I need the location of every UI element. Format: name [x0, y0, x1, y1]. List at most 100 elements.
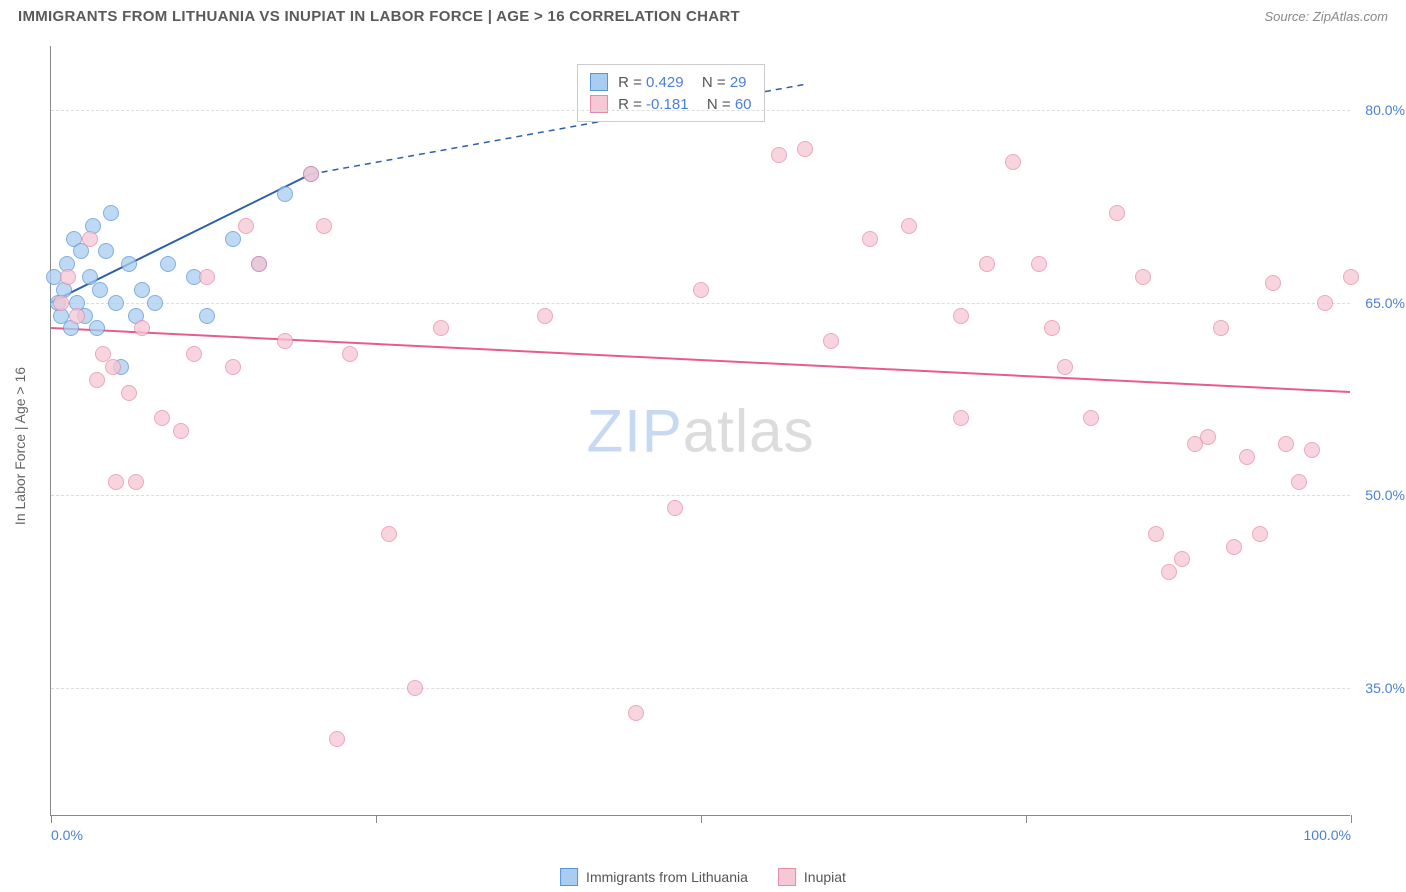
scatter-point [1005, 154, 1021, 170]
scatter-point [1265, 275, 1281, 291]
scatter-point [797, 141, 813, 157]
scatter-point [89, 372, 105, 388]
x-tick [51, 815, 52, 823]
scatter-point [60, 269, 76, 285]
stats-row: R = 0.429 N = 29 [590, 71, 751, 93]
scatter-point [134, 320, 150, 336]
scatter-point [1148, 526, 1164, 542]
y-tick-label: 50.0% [1365, 487, 1405, 503]
scatter-point [1200, 429, 1216, 445]
scatter-point [128, 474, 144, 490]
x-tick-label-left: 0.0% [51, 827, 83, 843]
scatter-point [1174, 551, 1190, 567]
scatter-point [1304, 442, 1320, 458]
gridline [51, 495, 1350, 496]
scatter-point [186, 346, 202, 362]
legend-item: Immigrants from Lithuania [560, 868, 748, 886]
scatter-point [628, 705, 644, 721]
stats-n-label: N = 29 [694, 74, 747, 91]
scatter-point [154, 410, 170, 426]
watermark-atlas: atlas [683, 397, 815, 464]
gridline [51, 688, 1350, 689]
scatter-point [105, 359, 121, 375]
scatter-point [277, 333, 293, 349]
scatter-point [277, 186, 293, 202]
scatter-point [901, 218, 917, 234]
scatter-point [537, 308, 553, 324]
scatter-point [953, 308, 969, 324]
scatter-point [1161, 564, 1177, 580]
scatter-point [693, 282, 709, 298]
scatter-point [1317, 295, 1333, 311]
scatter-point [147, 295, 163, 311]
scatter-point [98, 243, 114, 259]
scatter-point [1343, 269, 1359, 285]
x-tick-label-right: 100.0% [1304, 827, 1351, 843]
y-tick-label: 65.0% [1365, 295, 1405, 311]
source-attribution: Source: ZipAtlas.com [1264, 9, 1388, 24]
stats-row: R = -0.181 N = 60 [590, 93, 751, 115]
scatter-point [173, 423, 189, 439]
scatter-point [953, 410, 969, 426]
watermark-zip: ZIP [586, 397, 682, 464]
gridline [51, 110, 1350, 111]
scatter-point [103, 205, 119, 221]
legend-label: Immigrants from Lithuania [586, 869, 748, 885]
scatter-point [1239, 449, 1255, 465]
scatter-point [134, 282, 150, 298]
scatter-point [92, 282, 108, 298]
legend-item: Inupiat [778, 868, 846, 886]
scatter-point [771, 147, 787, 163]
scatter-point [199, 269, 215, 285]
scatter-point [82, 231, 98, 247]
scatter-point [108, 474, 124, 490]
scatter-point [1213, 320, 1229, 336]
legend-label: Inupiat [804, 869, 846, 885]
scatter-point [1057, 359, 1073, 375]
scatter-point [433, 320, 449, 336]
scatter-point [979, 256, 995, 272]
trend-lines-svg [51, 46, 1350, 815]
stats-r-label: R = 0.429 [618, 74, 683, 91]
scatter-point [1031, 256, 1047, 272]
correlation-stats-box: R = 0.429 N = 29R = -0.181 N = 60 [577, 64, 764, 122]
scatter-point [199, 308, 215, 324]
scatter-point [342, 346, 358, 362]
scatter-point [303, 166, 319, 182]
scatter-point [1278, 436, 1294, 452]
x-tick [701, 815, 702, 823]
scatter-point [121, 385, 137, 401]
scatter-point [89, 320, 105, 336]
x-tick [1026, 815, 1027, 823]
scatter-point [69, 308, 85, 324]
chart-legend: Immigrants from Lithuania Inupiat [560, 868, 846, 886]
y-tick-label: 80.0% [1365, 102, 1405, 118]
x-tick [1351, 815, 1352, 823]
scatter-point [225, 231, 241, 247]
scatter-point [108, 295, 124, 311]
scatter-point [53, 295, 69, 311]
scatter-point [1109, 205, 1125, 221]
chart-title: IMMIGRANTS FROM LITHUANIA VS INUPIAT IN … [18, 8, 740, 25]
scatter-point [1291, 474, 1307, 490]
legend-swatch [560, 868, 578, 886]
scatter-point [667, 500, 683, 516]
scatter-point [329, 731, 345, 747]
scatter-point [1083, 410, 1099, 426]
scatter-point [251, 256, 267, 272]
y-tick-label: 35.0% [1365, 680, 1405, 696]
scatter-point [381, 526, 397, 542]
scatter-point [316, 218, 332, 234]
scatter-point [1252, 526, 1268, 542]
legend-swatch [778, 868, 796, 886]
watermark: ZIPatlas [586, 396, 814, 465]
scatter-point [238, 218, 254, 234]
scatter-point [1135, 269, 1151, 285]
y-axis-label: In Labor Force | Age > 16 [12, 367, 28, 525]
scatter-point [1226, 539, 1242, 555]
scatter-point [160, 256, 176, 272]
scatter-point [1044, 320, 1060, 336]
scatter-point [225, 359, 241, 375]
scatter-point [121, 256, 137, 272]
scatter-point [407, 680, 423, 696]
